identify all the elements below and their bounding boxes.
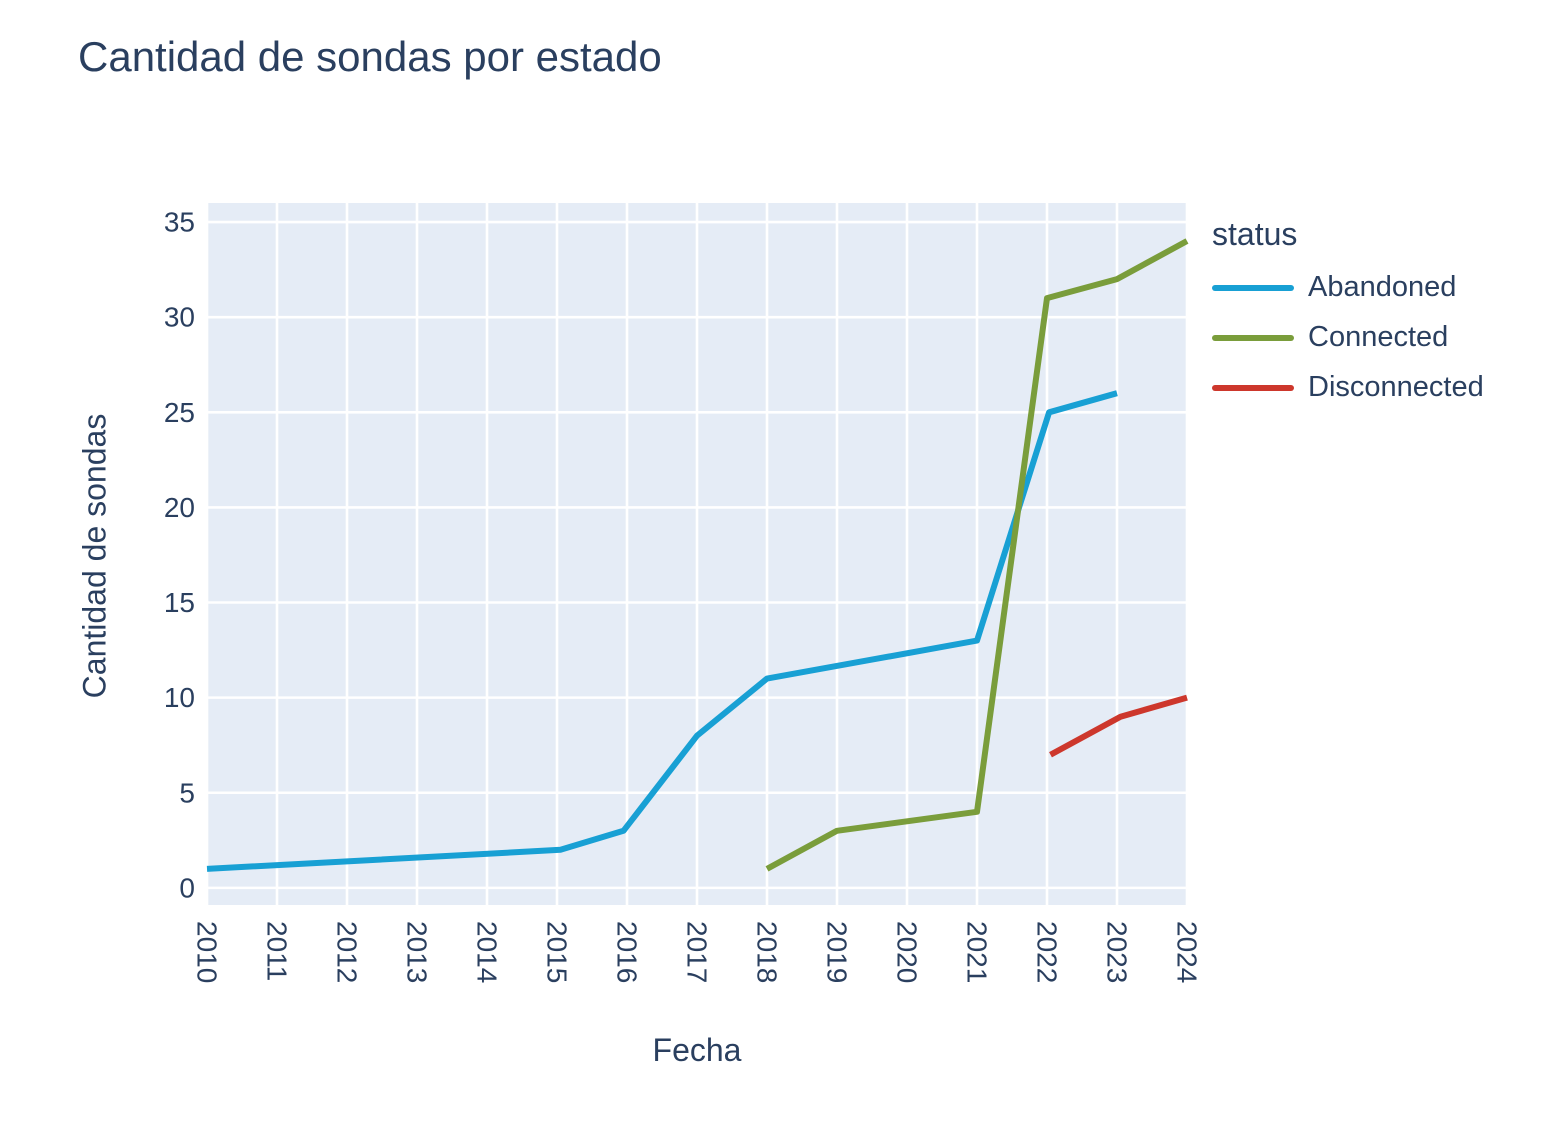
legend-item-label: Connected xyxy=(1308,321,1449,354)
x-tick-label-2019: 2019 xyxy=(822,921,853,983)
x-tick-label-2017: 2017 xyxy=(682,921,713,983)
legend-item-label: Disconnected xyxy=(1308,371,1484,404)
series-line-connected xyxy=(765,238,1189,872)
y-tick-label-5: 5 xyxy=(179,777,195,808)
x-tick-label-2021: 2021 xyxy=(962,921,993,983)
x-tick-label-2013: 2013 xyxy=(402,921,433,983)
legend-item-abandoned[interactable]: Abandoned xyxy=(1212,263,1556,313)
series-line-disconnected xyxy=(1049,694,1188,758)
y-tick-label-0: 0 xyxy=(179,872,195,903)
y-tick-label-35: 35 xyxy=(164,207,195,238)
x-tick-label-2022: 2022 xyxy=(1032,921,1063,983)
legend-title: status xyxy=(1212,216,1298,252)
legend-item-disconnected[interactable]: Disconnected xyxy=(1212,363,1556,413)
x-tick-label-2023: 2023 xyxy=(1102,921,1133,983)
y-tick-label-10: 10 xyxy=(164,682,195,713)
x-tick-label-2024: 2024 xyxy=(1172,921,1203,983)
x-tick-label-2012: 2012 xyxy=(332,921,363,983)
legend-swatch-abandoned xyxy=(1212,284,1294,291)
legend: status Abandoned Connected Disconnected xyxy=(1212,216,1556,413)
x-tick-label-2018: 2018 xyxy=(752,921,783,983)
x-tick-label-2016: 2016 xyxy=(612,921,643,983)
x-tick-label-2011: 2011 xyxy=(262,921,293,981)
y-tick-label-30: 30 xyxy=(164,302,195,333)
x-axis-title: Fecha xyxy=(652,1032,742,1068)
x-tick-label-2014: 2014 xyxy=(472,921,503,983)
x-tick-label-2010: 2010 xyxy=(192,921,223,983)
y-tick-label-25: 25 xyxy=(164,397,195,428)
legend-swatch-connected xyxy=(1212,334,1294,341)
x-tick-label-2015: 2015 xyxy=(542,921,573,983)
legend-items: Abandoned Connected Disconnected xyxy=(1212,263,1556,413)
legend-item-label: Abandoned xyxy=(1308,271,1457,304)
chart-title: Cantidad de sondas por estado xyxy=(78,33,662,80)
x-tick-label-2020: 2020 xyxy=(892,921,923,983)
y-tick-label-15: 15 xyxy=(164,587,195,618)
series-line-abandoned xyxy=(206,390,1118,872)
legend-swatch-disconnected xyxy=(1212,384,1294,391)
y-tick-label-20: 20 xyxy=(164,492,195,523)
legend-item-connected[interactable]: Connected xyxy=(1212,313,1556,363)
y-axis-title: Cantidad de sondas xyxy=(76,413,113,699)
